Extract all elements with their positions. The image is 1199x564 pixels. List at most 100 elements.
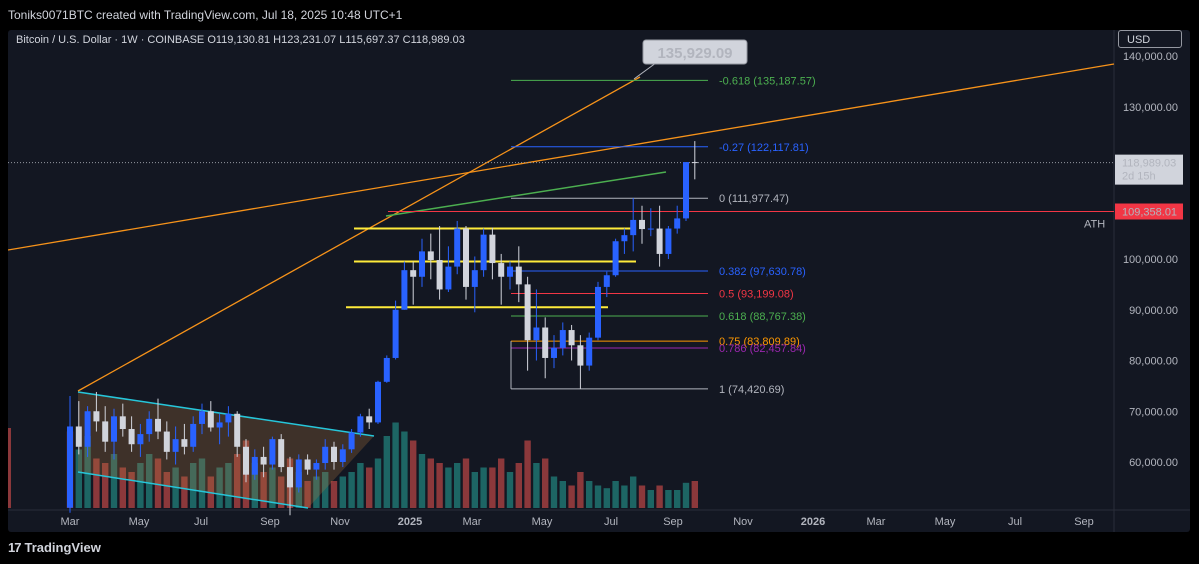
volume-bar [559, 481, 566, 508]
chart-area[interactable]: -0.618 (135,187.57) -0.27 (122,117.81) 0 (… [8, 30, 1190, 532]
candle-body [647, 228, 654, 230]
candle-body [155, 418, 161, 432]
time-tick-label: 2026 [801, 516, 825, 528]
volume-bar [102, 463, 109, 508]
volume-bar [84, 436, 91, 508]
candle-body [375, 381, 381, 423]
volume-bar [322, 472, 329, 508]
candle-body [190, 423, 197, 447]
volume-bar [471, 472, 478, 508]
orange-trendline-steep [77, 76, 641, 392]
ath-price-badge [1115, 203, 1183, 220]
candle-body [93, 411, 100, 422]
volume-bar [594, 485, 602, 508]
candle-body [322, 446, 329, 464]
volume-bar [480, 467, 487, 508]
candle-body [630, 219, 637, 236]
volume-bar [128, 472, 135, 508]
candle-body [683, 162, 689, 219]
tradingview-logo[interactable]: 17 TradingView [8, 540, 101, 555]
volume-bar [454, 463, 461, 508]
fib-level-label: -0.618 (135,187.57) [719, 75, 816, 87]
volume-bar [682, 482, 690, 508]
candle-body [287, 467, 293, 488]
symbol-info: Bitcoin / U.S. Dollar · 1W · COINBASE O1… [16, 34, 465, 46]
volume-bar [366, 467, 373, 508]
candle-body [595, 286, 601, 338]
time-tick-label: Sep [663, 516, 683, 528]
candle-body [304, 459, 311, 470]
candle-body [269, 439, 276, 465]
candle-body [401, 270, 408, 310]
fib-level-label: 0.786 (82,457.84) [719, 343, 806, 355]
volume-bar [234, 454, 241, 508]
volume-bar [647, 490, 654, 508]
candle-body [313, 463, 320, 470]
volume-bar [392, 422, 399, 508]
fib-level-label: 0.382 (97,630.78) [719, 266, 806, 278]
candle-body [251, 456, 258, 475]
volume-bar [462, 458, 470, 508]
candle-body [181, 439, 188, 447]
candle-body [559, 330, 566, 348]
candle-body [207, 411, 214, 428]
candle-body [445, 266, 452, 290]
volume-bar [383, 436, 390, 508]
candle-body [137, 434, 144, 445]
candle-body [577, 345, 584, 366]
volume-bar [612, 481, 619, 508]
volume-bar [190, 463, 197, 508]
volume-bar [137, 463, 144, 508]
candle-body [392, 309, 399, 358]
volume-bar [269, 467, 276, 508]
volume-bar [542, 458, 549, 508]
candle-body [515, 266, 522, 285]
countdown-label: 2d 15h [1122, 171, 1156, 183]
volume-bar [427, 458, 434, 508]
current-price-label: 118,989.03 [1122, 158, 1176, 170]
volume-bar [524, 440, 531, 508]
volume-bar [656, 485, 663, 508]
price-tick-label: 100,000.00 [1123, 254, 1178, 266]
time-tick-label: Nov [733, 516, 753, 528]
volume-bar [603, 488, 610, 508]
volume-bar [163, 472, 170, 508]
price-chart-svg[interactable]: -0.618 (135,187.57) -0.27 (122,117.81) 0 (… [8, 30, 1190, 532]
volume-bar [410, 440, 417, 508]
volume-bar [146, 454, 153, 508]
candle-body [260, 456, 267, 465]
candle-body [295, 459, 302, 488]
price-tick-label: 130,000.00 [1123, 102, 1178, 114]
candle-body [419, 251, 425, 277]
volume-bar [304, 481, 311, 508]
candle-body [163, 431, 170, 452]
volume-bar [577, 472, 584, 508]
volume-bar [630, 476, 637, 508]
candle-body [507, 266, 513, 277]
candle-body [199, 411, 205, 424]
volume-bar [515, 463, 522, 508]
tradingview-logo-text: TradingView [24, 540, 101, 555]
volume-bar [445, 467, 452, 508]
candle-body [243, 446, 249, 475]
volume-bar [498, 458, 505, 508]
price-tick-label: 140,000.00 [1123, 51, 1178, 63]
candle-body [489, 234, 496, 264]
time-tick-label: Sep [260, 516, 280, 528]
volume-bar [278, 476, 285, 508]
candle-body [656, 228, 663, 254]
volume-bar [339, 476, 346, 508]
candle-body [331, 446, 337, 462]
candle-body [542, 327, 549, 358]
time-tick-label: Mar [463, 516, 482, 528]
candle-body [67, 426, 73, 508]
volume-bar [348, 472, 355, 508]
volume-bar [418, 454, 426, 508]
time-tick-label: Jul [1008, 516, 1022, 528]
candle-body [348, 432, 355, 450]
fib-level-label: 0.75 (83,809.89) [719, 336, 800, 348]
volume-bar [110, 454, 118, 508]
volume-bar [8, 428, 11, 508]
currency-button[interactable]: USD [1118, 30, 1182, 48]
candle-body [498, 263, 505, 277]
